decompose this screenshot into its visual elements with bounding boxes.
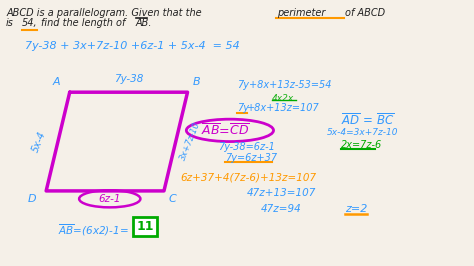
Text: 7y: 7y xyxy=(237,103,249,113)
Text: 7y-38 + 3x+7z-10 +6z-1 + 5x-4  = 54: 7y-38 + 3x+7z-10 +6z-1 + 5x-4 = 54 xyxy=(25,41,240,51)
Text: 54,: 54, xyxy=(22,19,38,28)
Text: 7y-38=6z-1: 7y-38=6z-1 xyxy=(218,142,275,152)
Text: ABCD is a parallelogram. Given that the: ABCD is a parallelogram. Given that the xyxy=(6,8,202,18)
Text: of ABCD: of ABCD xyxy=(346,8,385,18)
Text: 5x-4=3x+7z-10: 5x-4=3x+7z-10 xyxy=(327,128,398,137)
Text: 2x=7z-6: 2x=7z-6 xyxy=(341,140,382,149)
Text: z=2: z=2 xyxy=(346,204,368,214)
Text: +8x+13z=107: +8x+13z=107 xyxy=(247,103,320,113)
Text: is: is xyxy=(6,19,14,28)
Text: $\overline{AD}$ = $\overline{BC}$: $\overline{AD}$ = $\overline{BC}$ xyxy=(341,112,394,128)
Text: A: A xyxy=(53,77,60,87)
Text: find the length of: find the length of xyxy=(41,19,126,28)
Text: B: B xyxy=(192,77,200,87)
Text: 4x2x: 4x2x xyxy=(273,94,295,102)
Text: perimeter: perimeter xyxy=(277,8,326,18)
Text: 3x+7z-10: 3x+7z-10 xyxy=(178,121,202,162)
Text: 5x-4: 5x-4 xyxy=(30,130,48,153)
Text: D: D xyxy=(28,194,36,203)
Text: $\overline{AB}$=$\overline{CD}$: $\overline{AB}$=$\overline{CD}$ xyxy=(201,123,249,138)
Text: 11: 11 xyxy=(137,220,154,233)
Text: AB.: AB. xyxy=(136,19,152,28)
Text: 47z+13=107: 47z+13=107 xyxy=(246,188,316,198)
Text: 7y-38: 7y-38 xyxy=(114,74,143,84)
Text: C: C xyxy=(169,194,176,203)
Text: $\overline{AB}$=(6x2)-1=: $\overline{AB}$=(6x2)-1= xyxy=(58,222,129,238)
Text: 47z=94: 47z=94 xyxy=(261,204,301,214)
Text: 7y+8x+13z-53=54: 7y+8x+13z-53=54 xyxy=(237,80,331,90)
Text: 6z-1: 6z-1 xyxy=(99,194,121,204)
Text: 6z+37+4(7z-6)+13z=107: 6z+37+4(7z-6)+13z=107 xyxy=(181,172,317,182)
Text: 7y=6z+37: 7y=6z+37 xyxy=(225,153,277,163)
